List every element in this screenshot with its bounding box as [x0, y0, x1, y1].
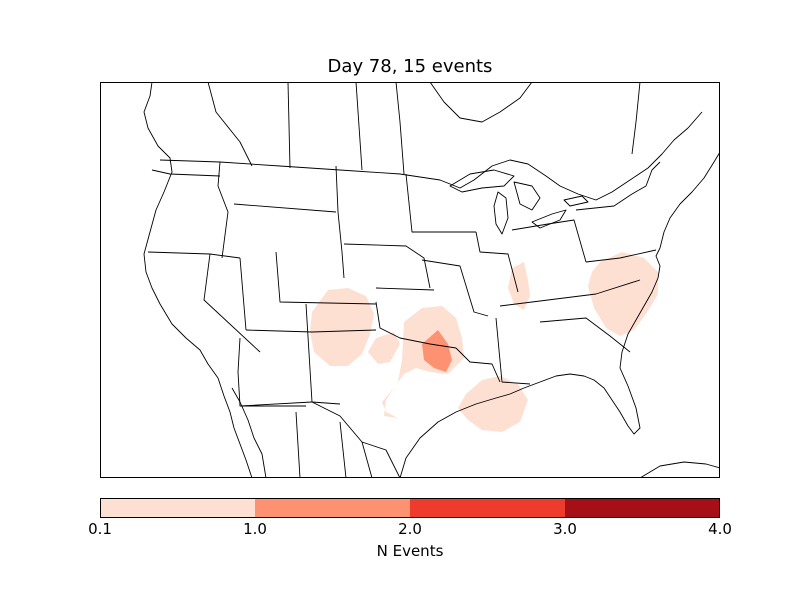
colorbar-tick-label: 1.0 — [243, 520, 267, 538]
colorbar-border — [100, 498, 720, 518]
state-line-ks-ok — [375, 287, 435, 291]
state-line-mt-wy — [233, 203, 337, 213]
state-line-id — [217, 161, 229, 259]
state-line-ar-la — [455, 347, 501, 383]
hudson-bay-shore — [429, 82, 533, 123]
pacific-coastline — [143, 82, 253, 478]
density-region-texas-panhandle — [310, 288, 374, 366]
lake-ontario — [563, 195, 589, 207]
state-line-ok-tx — [375, 301, 457, 349]
colorbar-bin-0 — [100, 498, 255, 518]
colorbar-label: N Events — [376, 542, 444, 560]
state-line-tn-ga — [539, 317, 631, 353]
state-line-mn-ia — [405, 173, 476, 233]
baja-coastline — [231, 387, 267, 478]
density-region-louisiana — [458, 376, 528, 432]
state-line-il-in — [475, 231, 519, 293]
province-line-mb-on — [395, 82, 405, 175]
density-region-carolinas — [588, 252, 658, 336]
map-panel — [100, 82, 720, 478]
colorbar — [100, 498, 720, 518]
density-region-red-river — [368, 332, 400, 364]
state-line-ny-pa — [575, 193, 633, 211]
state-line-dakotas — [335, 165, 345, 279]
state-line-wy-co — [275, 251, 377, 305]
state-line-or-ca — [147, 251, 241, 259]
state-line-new-england — [631, 161, 661, 195]
province-line-ab-sk — [287, 82, 291, 169]
state-line-nv-ca — [203, 253, 261, 353]
state-line-wa-or — [151, 169, 221, 177]
lake-superior — [449, 169, 515, 193]
colorbar-tick-label: 4.0 — [708, 520, 732, 538]
state-line-ne-ks — [343, 243, 431, 289]
colorbar-bin-2 — [410, 498, 565, 518]
lake-huron — [513, 181, 541, 211]
canada-border — [159, 111, 703, 201]
province-line-sk-mb — [355, 82, 363, 171]
state-line-oh-pa — [511, 219, 587, 263]
map-title: Day 78, 15 events — [327, 56, 493, 77]
map-boundaries — [143, 82, 720, 478]
lake-erie — [531, 209, 567, 229]
mexico-state-lines — [295, 411, 373, 478]
colorbar-bin-3 — [565, 498, 720, 518]
density-region-north-texas-core — [422, 330, 452, 372]
state-line-mo-ar — [421, 259, 489, 317]
province-line-bc-ab — [207, 82, 253, 167]
state-line-az-nm — [237, 337, 306, 407]
map-border — [100, 82, 720, 478]
colorbar-tick-label: 0.1 — [88, 520, 112, 538]
cuba-coastline — [639, 461, 720, 478]
event-density-layer — [310, 252, 658, 432]
colorbar-bin-1 — [255, 498, 410, 518]
colorbar-bins — [100, 498, 720, 518]
colorbar-tick-label: 2.0 — [398, 520, 422, 538]
state-line-ky-tn — [499, 279, 641, 307]
state-line-va-nc — [585, 249, 657, 263]
state-line-ms-al — [495, 317, 531, 385]
density-region-oklahoma — [382, 306, 464, 418]
gulf-coastline — [399, 351, 641, 478]
lake-michigan — [493, 191, 509, 235]
quebec-line — [631, 82, 641, 155]
colorbar-tick-label: 3.0 — [553, 520, 577, 538]
state-line-ut-co — [245, 329, 377, 333]
state-line-nv-ut — [239, 257, 247, 331]
atlantic-coastline — [621, 151, 720, 353]
mexico-border — [239, 401, 401, 478]
